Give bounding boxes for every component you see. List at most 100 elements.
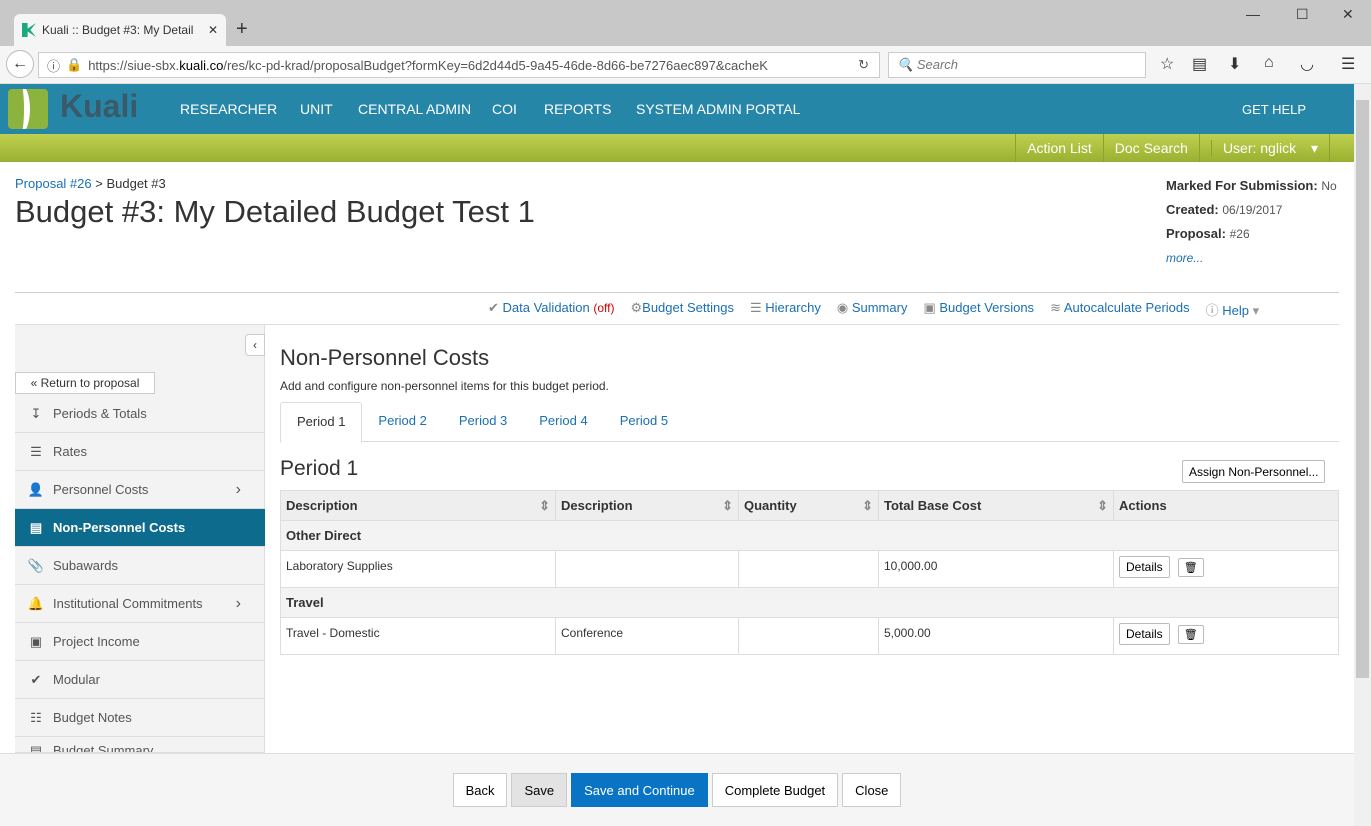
action-list-link[interactable]: Action List: [1015, 134, 1103, 162]
section-subtitle: Add and configure non-personnel items fo…: [280, 379, 609, 393]
bookmark-star-icon[interactable]: ☆: [1160, 56, 1175, 73]
close-window-icon[interactable]: ✕: [1342, 6, 1354, 22]
trash-icon[interactable]: 🗑: [1177, 558, 1204, 577]
tab-period-5[interactable]: Period 5: [619, 413, 669, 428]
sidebar-item-budget-summary[interactable]: ▤ Budget Summary: [15, 737, 265, 753]
minimize-icon[interactable]: —: [1246, 6, 1260, 22]
tab-period-2[interactable]: Period 2: [378, 413, 427, 428]
browser-search-input[interactable]: 🔍 Search: [888, 52, 1146, 78]
maximize-icon[interactable]: ☐: [1296, 6, 1309, 22]
column-header-description-2[interactable]: Description ⇕: [555, 490, 739, 521]
budget-versions-button[interactable]: ▣ Budget Versions: [923, 300, 1034, 319]
user-menu[interactable]: User: nglick ▾: [1198, 134, 1329, 162]
close-tab-icon[interactable]: ✕: [207, 23, 218, 37]
sidebar-item-label: Budget Notes: [53, 710, 132, 725]
tab-period-1[interactable]: Period 1: [280, 402, 363, 443]
reading-list-icon[interactable]: ▤: [1192, 56, 1208, 73]
question-icon: ⓘ: [1205, 303, 1219, 318]
nav-central-admin[interactable]: CENTRAL ADMIN: [358, 101, 472, 117]
nav-researcher[interactable]: RESEARCHER: [180, 101, 278, 117]
budget-settings-button[interactable]: ⚙Budget Settings: [631, 300, 734, 319]
nav-reports[interactable]: REPORTS: [544, 101, 612, 117]
created-label: Created:: [1166, 202, 1219, 217]
home-icon[interactable]: ⌂: [1264, 54, 1274, 71]
sidebar-icon: ☷: [30, 709, 42, 725]
complete-budget-button[interactable]: Complete Budget: [711, 773, 839, 807]
details-button[interactable]: Details: [1119, 556, 1170, 578]
download-icon[interactable]: ⬇: [1228, 56, 1242, 73]
data-validation-button[interactable]: ✔ Data Validation (off): [488, 300, 615, 319]
back-button[interactable]: Back: [452, 773, 508, 807]
header-label: Total Base Cost: [884, 497, 982, 513]
more-link[interactable]: more...: [1166, 251, 1204, 265]
sidebar-item-non-personnel-costs[interactable]: ▤ Non-Personnel Costs: [15, 509, 265, 547]
url-path: /res/kc-pd-krad/proposalBudget?formKey=6…: [223, 57, 768, 73]
hierarchy-button[interactable]: ☰ Hierarchy: [750, 300, 821, 319]
help-label: Help: [1222, 303, 1250, 318]
close-button[interactable]: Close: [842, 773, 902, 807]
info-icon[interactable]: ⓘ: [47, 58, 61, 74]
autocalculate-button[interactable]: ≋ Autocalculate Periods: [1050, 300, 1190, 319]
nav-system-admin-portal[interactable]: SYSTEM ADMIN PORTAL: [636, 101, 801, 117]
column-header-quantity[interactable]: Quantity ⇕: [738, 490, 879, 521]
page-title: Budget #3: My Detailed Budget Test 1: [15, 194, 535, 229]
save-and-continue-button[interactable]: Save and Continue: [571, 773, 708, 807]
layers-icon: ≋: [1050, 300, 1061, 315]
group-row: Travel: [280, 587, 1339, 618]
validation-label: Data Validation: [502, 300, 590, 315]
column-header-description[interactable]: Description ⇕: [280, 490, 556, 521]
assign-non-personnel-button[interactable]: Assign Non-Personnel...: [1182, 460, 1326, 483]
nav-get-help[interactable]: GET HELP: [1242, 102, 1307, 117]
reload-icon[interactable]: ↻: [858, 57, 869, 72]
url-field[interactable]: ⓘ 🔒 https://siue-sbx.kuali.co/res/kc-pd-kr…: [38, 52, 880, 78]
sidebar-item-project-income[interactable]: ▣ Project Income: [15, 623, 265, 661]
sidebar-item-label: Personnel Costs: [53, 482, 149, 497]
collapse-sidebar-icon[interactable]: ‹: [245, 334, 265, 356]
nav-unit[interactable]: UNIT: [300, 101, 333, 117]
logo-text[interactable]: Kuali: [60, 88, 139, 124]
scrollbar-thumb[interactable]: [1356, 100, 1369, 678]
new-tab-icon[interactable]: +: [236, 18, 248, 40]
sort-icon: ⇕: [722, 497, 733, 513]
tab-period-4[interactable]: Period 4: [539, 413, 588, 428]
sidebar-item-modular[interactable]: ✔ Modular: [15, 661, 265, 699]
sidebar-item-budget-notes[interactable]: ☷ Budget Notes: [15, 699, 265, 737]
money-icon: ▣: [923, 300, 936, 315]
menu-icon[interactable]: ☰: [1341, 56, 1356, 73]
sort-icon: ⇕: [862, 497, 873, 513]
sidebar-icon: 🔔: [27, 595, 45, 611]
sidebar-item-label: Rates: [53, 444, 87, 459]
sidebar-icon: 📎: [27, 557, 45, 573]
sort-icon: ⇕: [1097, 497, 1108, 513]
column-header-total-base-cost[interactable]: Total Base Cost ⇕: [878, 490, 1114, 521]
browser-tab[interactable]: Kuali :: Budget #3: My Detail ✕: [14, 14, 226, 46]
sidebar-item-rates[interactable]: ☰ Rates: [15, 433, 265, 471]
document-meta: Marked For Submission: No Created: 06/19…: [1166, 174, 1337, 270]
trash-icon[interactable]: 🗑: [1177, 625, 1204, 644]
tab-period-3[interactable]: Period 3: [458, 413, 508, 428]
sidebar-icon: ↧: [30, 405, 42, 421]
list-icon: ☰: [749, 300, 762, 315]
tab-title: Kuali :: Budget #3: My Detail: [42, 23, 194, 37]
group-row: Other Direct: [280, 520, 1339, 551]
details-button[interactable]: Details: [1119, 623, 1170, 645]
doc-search-link[interactable]: Doc Search: [1102, 134, 1199, 162]
breadcrumb-separator: >: [91, 176, 107, 191]
summary-button[interactable]: ◉ Summary: [837, 300, 908, 319]
cell-quantity: [738, 617, 879, 655]
sidebar-item-institutional-commitments[interactable]: 🔔 Institutional Commitments ›: [15, 585, 265, 623]
sidebar-item-personnel-costs[interactable]: 👤 Personnel Costs ›: [15, 471, 265, 509]
non-personnel-table: Description ⇕ Description ⇕ Quantity ⇕ Tota…: [280, 490, 1339, 655]
sidebar-item-subawards[interactable]: 📎 Subawards: [15, 547, 265, 585]
return-to-proposal-button[interactable]: « Return to proposal: [15, 372, 155, 394]
save-button[interactable]: Save: [511, 773, 568, 807]
sidebar-item-periods-totals[interactable]: ↧ Periods & Totals: [15, 395, 265, 433]
nav-coi[interactable]: COI: [492, 101, 517, 117]
pocket-icon[interactable]: ◡: [1300, 56, 1314, 73]
kuali-logo-icon[interactable]: [8, 89, 48, 129]
breadcrumb-proposal[interactable]: Proposal #26: [15, 176, 92, 191]
validation-state: (off): [593, 301, 615, 315]
main-nav: [0, 84, 1354, 134]
back-icon[interactable]: ←: [6, 50, 34, 78]
help-menu[interactable]: ⓘ Help ▾: [1206, 300, 1260, 319]
